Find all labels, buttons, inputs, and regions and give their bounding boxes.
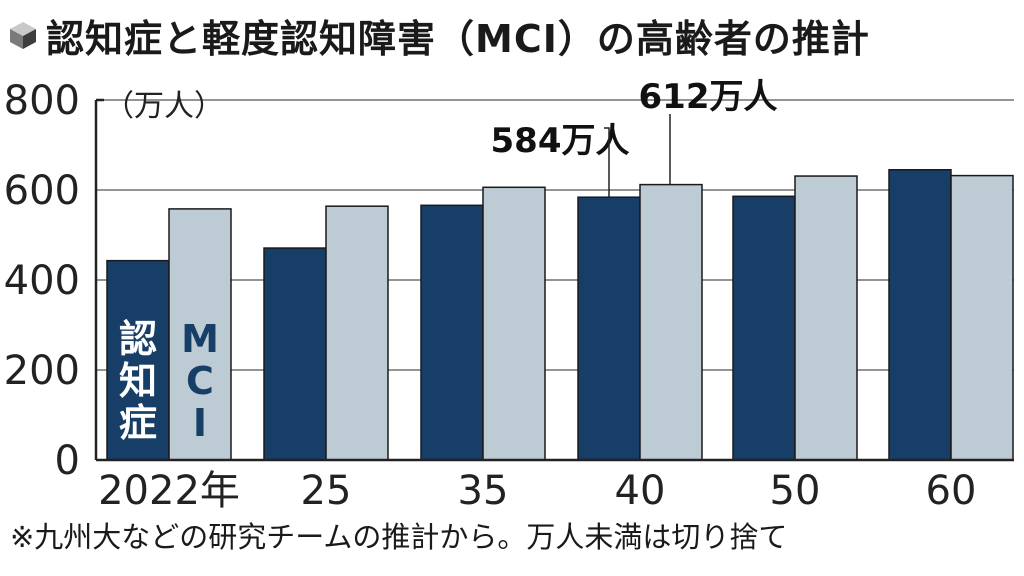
inbar-label-dementia: 知 [119, 359, 157, 403]
y-tick-label: 0 [55, 438, 80, 484]
cube-icon [10, 22, 36, 49]
inbar-label-mci: C [186, 359, 214, 403]
bar [263, 247, 327, 461]
footnote: ※九州大などの研究チームの推計から。万人未満は切り捨て [10, 520, 788, 554]
chart-title: 認知症と軽度認知障害（MCI）の高齢者の推計 [46, 16, 870, 61]
x-tick-label: 35 [458, 468, 509, 514]
bar [420, 204, 484, 461]
bar [106, 259, 170, 461]
y-tick-label: 400 [4, 258, 80, 304]
bar [888, 169, 952, 461]
x-tick-label: 40 [615, 468, 666, 514]
bar [482, 186, 546, 461]
bar [325, 205, 389, 461]
y-tick-label: 200 [4, 348, 80, 394]
inbar-label-mci: M [181, 317, 219, 361]
x-tick-label: 25 [301, 468, 352, 514]
inbar-label-dementia: 症 [119, 401, 157, 445]
unit-label: （万人） [104, 89, 224, 124]
inbar-label-mci: I [193, 401, 207, 445]
y-tick-label: 600 [4, 168, 80, 214]
bar [732, 195, 796, 461]
x-tick-label: 60 [926, 468, 977, 514]
annotation-label: 612万人 [639, 77, 778, 117]
bar [794, 175, 858, 461]
title-row: 認知症と軽度認知障害（MCI）の高齢者の推計 [8, 10, 870, 61]
bar [639, 183, 703, 461]
x-tick-label: 50 [770, 468, 821, 514]
bar [168, 208, 232, 461]
bar [577, 196, 641, 461]
y-tick-label: 800 [4, 78, 80, 124]
inbar-label-dementia: 認 [119, 317, 157, 361]
bar [950, 174, 1014, 461]
annotation-leader [604, 127, 610, 198]
x-tick-label: 2022年 [98, 468, 240, 514]
